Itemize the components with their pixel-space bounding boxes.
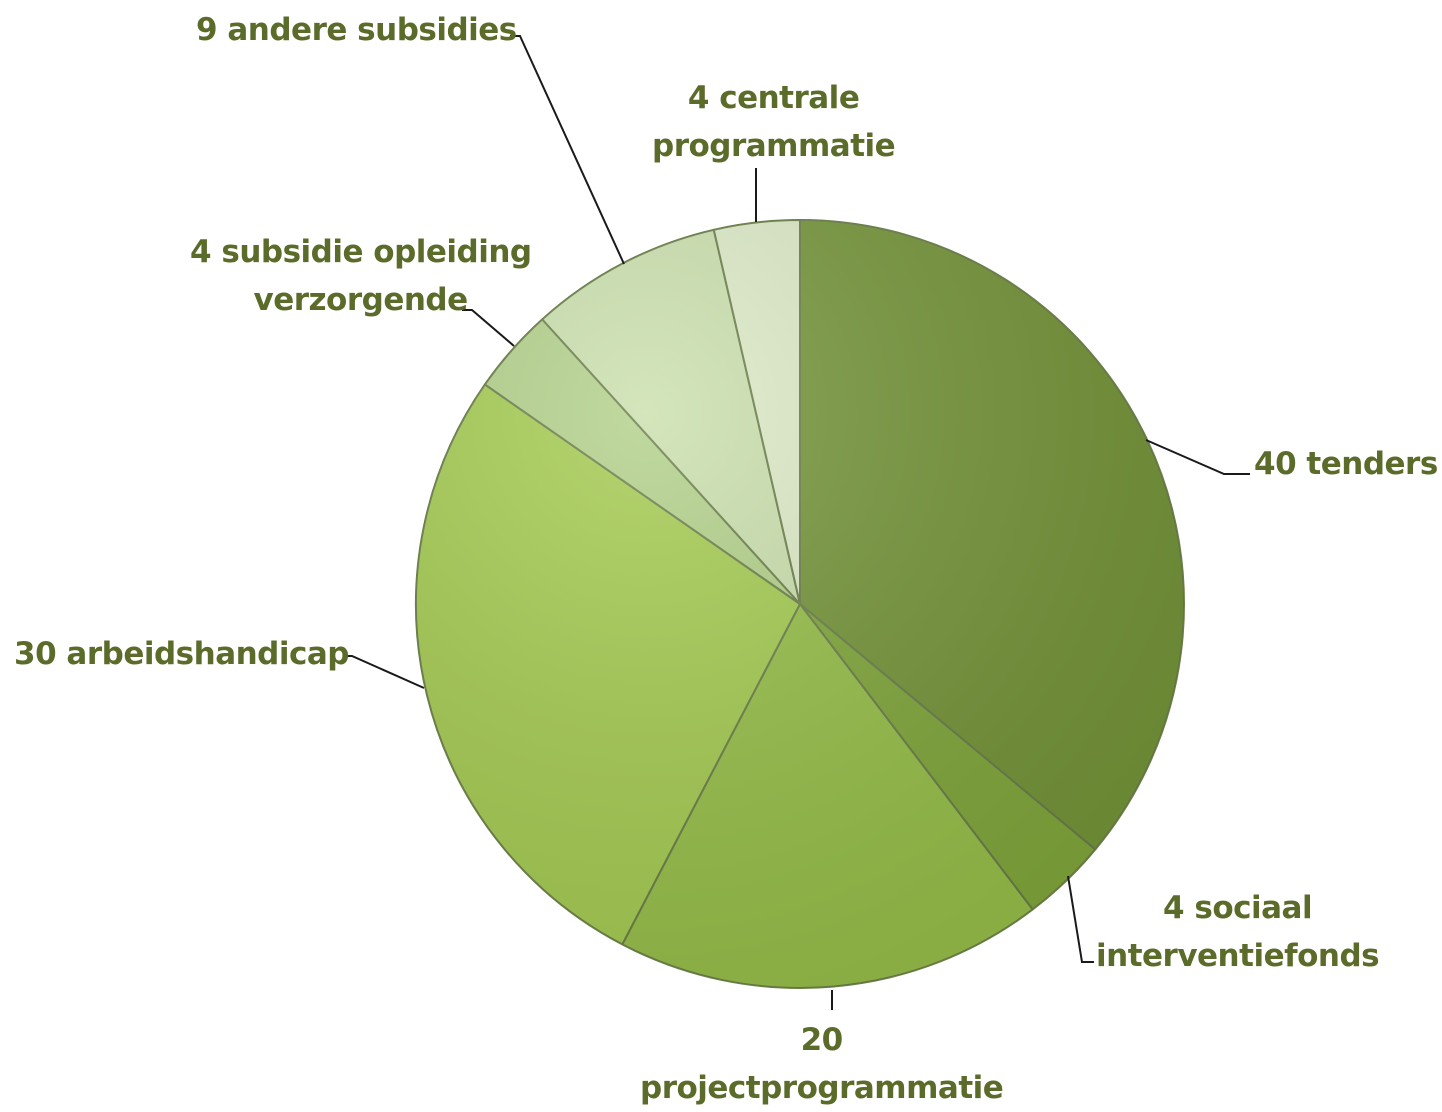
label-sociaal-interventiefonds: 4 sociaal interventiefonds bbox=[1096, 884, 1379, 980]
label-arbeidshandicap: 30 arbeidshandicap bbox=[14, 630, 349, 678]
label-tenders-line1: 40 tenders bbox=[1254, 440, 1438, 488]
label-andere-subsidies: 9 andere subsidies bbox=[196, 6, 517, 54]
label-project-line2: projectprogrammatie bbox=[640, 1064, 1003, 1112]
label-projectprogrammatie: 20 projectprogrammatie bbox=[640, 1016, 1003, 1112]
label-centrale-line1: 4 centrale bbox=[652, 74, 895, 122]
pie-slices bbox=[416, 220, 1184, 988]
leader-line-3 bbox=[344, 656, 424, 688]
leader-line-1 bbox=[1068, 876, 1094, 962]
label-subsidie-line2: verzorgende bbox=[190, 276, 532, 324]
label-subsidie-line1: 4 subsidie opleiding bbox=[190, 228, 532, 276]
label-andere-line1: 9 andere subsidies bbox=[196, 6, 517, 54]
label-arbeidshandicap-line1: 30 arbeidshandicap bbox=[14, 630, 349, 678]
label-sociaal-line2: interventiefonds bbox=[1096, 932, 1379, 980]
label-centrale-line2: programmatie bbox=[652, 122, 895, 170]
label-sociaal-line1: 4 sociaal bbox=[1096, 884, 1379, 932]
label-project-line1: 20 bbox=[640, 1016, 1003, 1064]
leader-line-0 bbox=[1146, 440, 1250, 474]
label-centrale-programmatie: 4 centrale programmatie bbox=[652, 74, 895, 170]
label-tenders: 40 tenders bbox=[1254, 440, 1438, 488]
label-subsidie-opleiding: 4 subsidie opleiding verzorgende bbox=[190, 228, 532, 324]
